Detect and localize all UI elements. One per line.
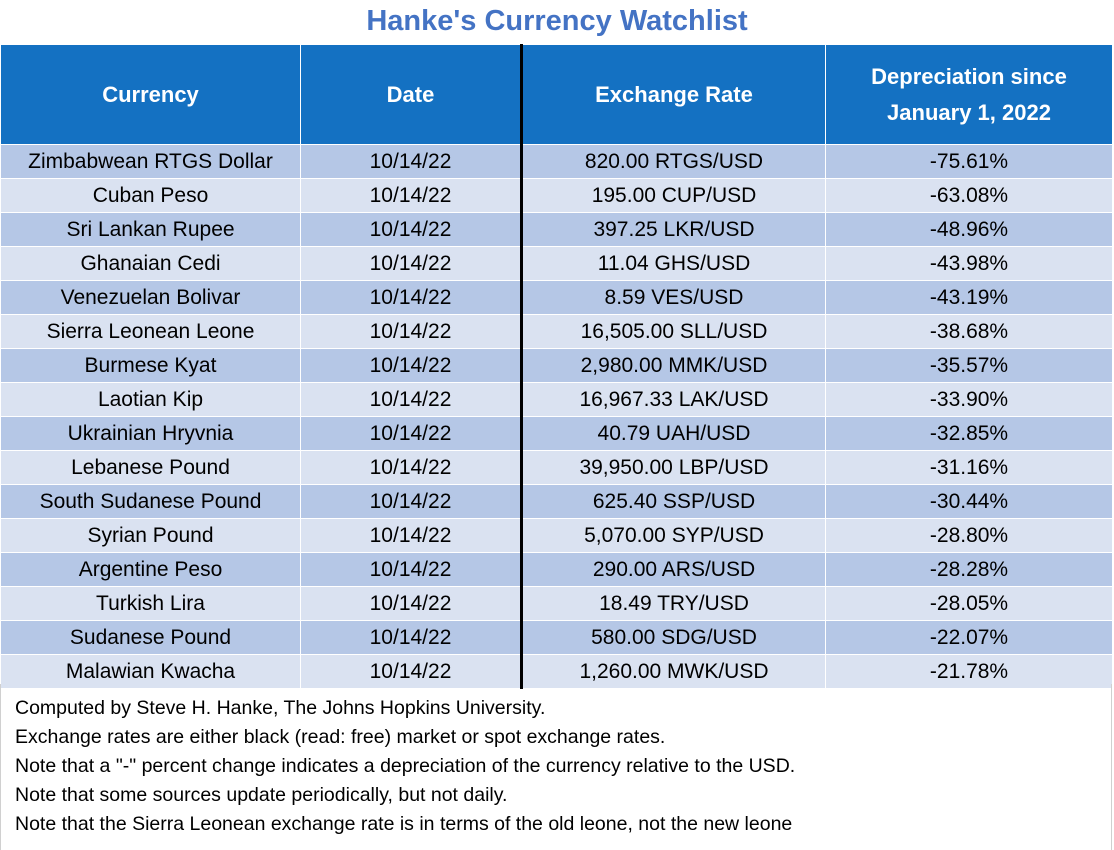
cell-exchange-rate: 39,950.00 LBP/USD <box>521 450 826 485</box>
footnotes: Computed by Steve H. Hanke, The Johns Ho… <box>0 684 1112 850</box>
header-depreciation: Depreciation since January 1, 2022 <box>825 44 1113 145</box>
cell-date: 10/14/22 <box>300 212 523 247</box>
cell-date: 10/14/22 <box>300 416 523 451</box>
currency-table: Currency Date Exchange Rate Depreciation… <box>0 44 1113 689</box>
table-body: Zimbabwean RTGS Dollar 10/14/22 820.00 RTG… <box>0 144 1113 689</box>
footnote-line: Note that a "-" percent change indicates… <box>15 755 796 777</box>
header-exchange-rate: Exchange Rate <box>521 44 826 145</box>
cell-date: 10/14/22 <box>300 586 523 621</box>
cell-date: 10/14/22 <box>300 450 523 485</box>
header-depreciation-line1: Depreciation since <box>871 63 1067 89</box>
table-row: Laotian Kip 10/14/22 16,967.33 LAK/USD -33.… <box>0 382 1113 417</box>
cell-currency: Sri Lankan Rupee <box>0 212 301 247</box>
cell-depreciation: -21.78% <box>825 654 1113 689</box>
cell-depreciation: -32.85% <box>825 416 1113 451</box>
header-date: Date <box>300 44 523 145</box>
cell-currency: Cuban Peso <box>0 178 301 213</box>
cell-currency: Laotian Kip <box>0 382 301 417</box>
cell-currency: South Sudanese Pound <box>0 484 301 519</box>
cell-depreciation: -28.80% <box>825 518 1113 553</box>
cell-depreciation: -48.96% <box>825 212 1113 247</box>
cell-date: 10/14/22 <box>300 280 523 315</box>
cell-currency: Zimbabwean RTGS Dollar <box>0 144 301 179</box>
cell-depreciation: -75.61% <box>825 144 1113 179</box>
footnote-line: Exchange rates are either black (read: f… <box>15 726 666 748</box>
cell-currency: Ghanaian Cedi <box>0 246 301 281</box>
table-row: Cuban Peso 10/14/22 195.00 CUP/USD -63.08% <box>0 178 1113 213</box>
cell-exchange-rate: 40.79 UAH/USD <box>521 416 826 451</box>
cell-depreciation: -31.16% <box>825 450 1113 485</box>
footnote-line: Note that the Sierra Leonean exchange ra… <box>15 813 793 835</box>
table-row: Burmese Kyat 10/14/22 2,980.00 MMK/USD -35.… <box>0 348 1113 383</box>
table-row: Sudanese Pound 10/14/22 580.00 SDG/USD -22.… <box>0 620 1113 655</box>
cell-currency: Lebanese Pound <box>0 450 301 485</box>
cell-date: 10/14/22 <box>300 314 523 349</box>
cell-depreciation: -30.44% <box>825 484 1113 519</box>
cell-depreciation: -33.90% <box>825 382 1113 417</box>
cell-exchange-rate: 397.25 LKR/USD <box>521 212 826 247</box>
table-row: Sri Lankan Rupee 10/14/22 397.25 LKR/USD -4… <box>0 212 1113 247</box>
cell-date: 10/14/22 <box>300 518 523 553</box>
table-row: Syrian Pound 10/14/22 5,070.00 SYP/USD -28.… <box>0 518 1113 553</box>
chart-title: Hanke's Currency Watchlist <box>366 5 748 37</box>
table-row: Zimbabwean RTGS Dollar 10/14/22 820.00 RTG… <box>0 144 1113 179</box>
cell-depreciation: -38.68% <box>825 314 1113 349</box>
cell-exchange-rate: 625.40 SSP/USD <box>521 484 826 519</box>
cell-depreciation: -35.57% <box>825 348 1113 383</box>
cell-date: 10/14/22 <box>300 348 523 383</box>
cell-date: 10/14/22 <box>300 620 523 655</box>
cell-exchange-rate: 16,967.33 LAK/USD <box>521 382 826 417</box>
cell-exchange-rate: 8.59 VES/USD <box>521 280 826 315</box>
table-row: Venezuelan Bolivar 10/14/22 8.59 VES/USD -4… <box>0 280 1113 315</box>
cell-date: 10/14/22 <box>300 552 523 587</box>
cell-exchange-rate: 16,505.00 SLL/USD <box>521 314 826 349</box>
cell-depreciation: -28.05% <box>825 586 1113 621</box>
table-row: Ghanaian Cedi 10/14/22 11.04 GHS/USD -43.98… <box>0 246 1113 281</box>
table-row: South Sudanese Pound 10/14/22 625.40 SSP/U… <box>0 484 1113 519</box>
table-row: Lebanese Pound 10/14/22 39,950.00 LBP/USD -… <box>0 450 1113 485</box>
cell-exchange-rate: 1,260.00 MWK/USD <box>521 654 826 689</box>
table-row: Turkish Lira 10/14/22 18.49 TRY/USD -28.05% <box>0 586 1113 621</box>
cell-exchange-rate: 290.00 ARS/USD <box>521 552 826 587</box>
cell-currency: Argentine Peso <box>0 552 301 587</box>
cell-exchange-rate: 5,070.00 SYP/USD <box>521 518 826 553</box>
cell-date: 10/14/22 <box>300 178 523 213</box>
cell-currency: Syrian Pound <box>0 518 301 553</box>
cell-date: 10/14/22 <box>300 484 523 519</box>
table-row: Ukrainian Hryvnia 10/14/22 40.79 UAH/USD -3… <box>0 416 1113 451</box>
header-depreciation-line2: January 1, 2022 <box>887 99 1051 125</box>
cell-depreciation: -28.28% <box>825 552 1113 587</box>
cell-currency: Sudanese Pound <box>0 620 301 655</box>
cell-exchange-rate: 820.00 RTGS/USD <box>521 144 826 179</box>
table-row: Sierra Leonean Leone 10/14/22 16,505.00 SL… <box>0 314 1113 349</box>
cell-date: 10/14/22 <box>300 382 523 417</box>
cell-depreciation: -63.08% <box>825 178 1113 213</box>
footnote-line: Computed by Steve H. Hanke, The Johns Ho… <box>15 697 546 719</box>
cell-currency: Venezuelan Bolivar <box>0 280 301 315</box>
cell-currency: Malawian Kwacha <box>0 654 301 689</box>
cell-depreciation: -43.98% <box>825 246 1113 281</box>
cell-exchange-rate: 11.04 GHS/USD <box>521 246 826 281</box>
cell-exchange-rate: 580.00 SDG/USD <box>521 620 826 655</box>
cell-depreciation: -43.19% <box>825 280 1113 315</box>
cell-currency: Burmese Kyat <box>0 348 301 383</box>
cell-currency: Sierra Leonean Leone <box>0 314 301 349</box>
header-currency: Currency <box>0 44 301 145</box>
cell-date: 10/14/22 <box>300 654 523 689</box>
cell-exchange-rate: 2,980.00 MMK/USD <box>521 348 826 383</box>
table-row: Argentine Peso 10/14/22 290.00 ARS/USD -28.… <box>0 552 1113 587</box>
cell-exchange-rate: 195.00 CUP/USD <box>521 178 826 213</box>
cell-currency: Ukrainian Hryvnia <box>0 416 301 451</box>
cell-exchange-rate: 18.49 TRY/USD <box>521 586 826 621</box>
cell-date: 10/14/22 <box>300 246 523 281</box>
cell-currency: Turkish Lira <box>0 586 301 621</box>
footnote-line: Note that some sources update periodical… <box>15 784 508 806</box>
table-header: Currency Date Exchange Rate Depreciation… <box>0 44 1113 145</box>
cell-depreciation: -22.07% <box>825 620 1113 655</box>
table-row: Malawian Kwacha 10/14/22 1,260.00 MWK/USD -… <box>0 654 1113 689</box>
cell-date: 10/14/22 <box>300 144 523 179</box>
